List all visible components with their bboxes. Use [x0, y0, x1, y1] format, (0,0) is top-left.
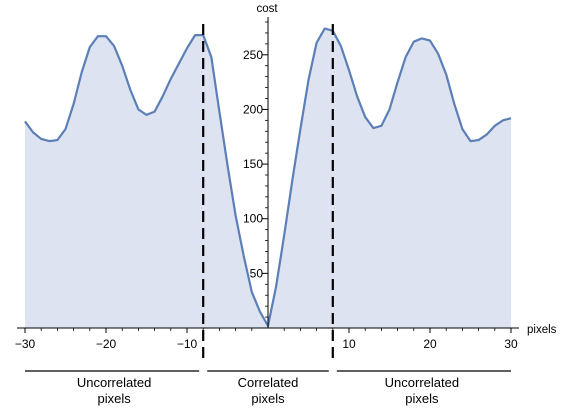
y-tick-label: 250: [243, 48, 263, 62]
tick-labels: −30 −20 −10 10 20 30 50 100 150 200 250: [15, 48, 518, 351]
region-label: Correlated: [238, 375, 299, 390]
y-tick-label: 50: [250, 266, 264, 280]
region-label: pixels: [251, 391, 285, 406]
x-tick-label: −10: [177, 337, 198, 351]
y-axis-label: cost: [256, 3, 278, 15]
x-axis-label: pixels: [527, 324, 557, 336]
x-tick-label: 10: [342, 337, 356, 351]
boundary-lines: [202, 24, 334, 358]
y-tick-label: 200: [243, 102, 263, 116]
y-tick-label: 100: [243, 212, 263, 226]
region-label: pixels: [97, 391, 131, 406]
region-annotations: UncorrelatedpixelsCorrelatedpixelsUncorr…: [25, 370, 511, 406]
y-tick-label: 150: [243, 157, 263, 171]
axes: [17, 17, 519, 333]
region-label: pixels: [405, 391, 439, 406]
x-tick-label: −30: [15, 337, 36, 351]
region-label: Uncorrelated: [77, 375, 151, 390]
x-tick-label: 20: [423, 337, 437, 351]
x-tick-label: 30: [504, 337, 518, 351]
x-tick-label: −20: [96, 337, 117, 351]
region-label: Uncorrelated: [385, 375, 459, 390]
area-fill: [25, 28, 511, 329]
